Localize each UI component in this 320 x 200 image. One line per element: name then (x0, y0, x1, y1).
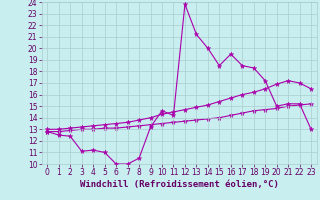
X-axis label: Windchill (Refroidissement éolien,°C): Windchill (Refroidissement éolien,°C) (80, 180, 279, 189)
